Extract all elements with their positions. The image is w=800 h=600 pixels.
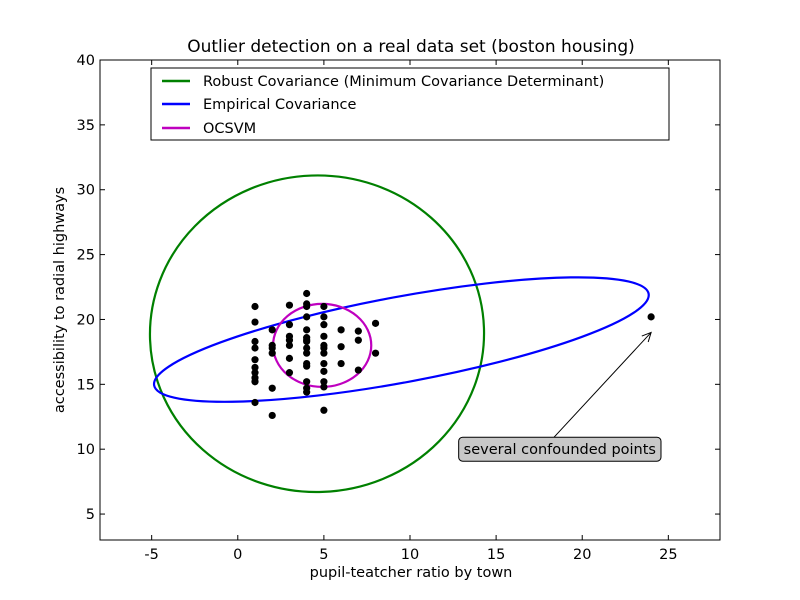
y-tick-label: 15 [77,377,95,393]
x-tick-label: 0 [233,547,242,563]
data-point [320,302,328,311]
data-point [251,318,259,326]
y-tick-label: 25 [77,248,95,264]
contour-robust-covariance [148,174,486,494]
data-point [303,362,311,370]
x-tick-label: -5 [144,547,158,563]
y-axis-label: accessibility to radial highways [52,187,68,413]
x-axis-ticks: -5 0 5 10 15 20 25 [144,60,678,563]
data-point [285,336,294,344]
data-point [285,321,294,329]
y-tick-label: 20 [77,312,95,328]
data-point [320,383,328,391]
data-point [285,341,294,350]
data-point [320,321,328,329]
contour-empirical-covariance [152,276,650,403]
data-point [303,289,311,298]
data-point [647,313,655,321]
annotation-arrow [553,332,652,438]
legend-box [150,67,670,141]
y-tick-label: 10 [77,442,95,458]
data-point [320,344,328,352]
data-point [354,336,362,344]
data-point [303,326,311,334]
x-tick-label: 10 [401,547,419,563]
data-point [285,301,294,309]
legend-label-ocsvm: OCSVM [203,121,256,137]
data-point [303,388,311,396]
data-point [251,302,259,311]
annotation-box [458,436,662,462]
data-point [354,366,362,374]
y-tick-label: 5 [86,507,95,523]
x-tick-label: 20 [573,547,591,563]
x-tick-label: 25 [659,547,677,563]
data-point [268,349,276,357]
data-point [303,302,311,311]
y-axis-ticks: 5 10 15 20 25 30 35 40 [77,53,720,523]
data-point [303,313,311,321]
y-tick-label: 40 [77,53,95,69]
data-point [320,359,328,368]
x-tick-label: 15 [487,547,505,563]
data-point [320,313,328,321]
y-tick-label: 35 [77,118,95,134]
data-point [251,378,259,386]
data-point [354,327,362,335]
data-point [251,344,259,352]
data-point [303,344,311,352]
data-point [268,344,276,352]
data-point [320,406,328,414]
data-point [251,363,259,372]
data-point [251,356,259,364]
data-point [320,332,328,340]
chart-title: Outlier detection on a real data set (bo… [187,37,635,57]
data-point [251,369,259,377]
data-point [268,326,276,334]
data-point [320,378,328,386]
data-point [268,384,276,392]
data-point [371,319,380,327]
legend: Robust Covariance (Minimum Covariance De… [150,67,670,141]
scatter-points [251,289,655,420]
data-point [303,378,311,386]
annotation-text: several confounded points [464,442,656,458]
annotation-arrow-head [641,331,652,343]
contours [148,174,650,494]
annotation: several confounded points [458,331,662,462]
data-point [320,367,328,375]
legend-label-empirical: Empirical Covariance [203,97,357,113]
data-point [371,349,380,357]
y-tick-label: 30 [77,183,95,199]
data-point [251,337,259,346]
data-point [285,369,294,377]
data-point [337,359,345,368]
data-point [268,411,276,420]
data-point [251,398,259,407]
data-point [337,343,345,351]
data-point [320,349,328,357]
data-point [337,326,345,334]
x-axis-label: pupil-teatcher ratio by town [310,565,513,581]
data-point [303,337,311,346]
data-point [303,349,311,357]
legend-label-robust: Robust Covariance (Minimum Covariance De… [203,74,604,90]
data-point [285,354,294,362]
x-tick-label: 5 [319,547,328,563]
